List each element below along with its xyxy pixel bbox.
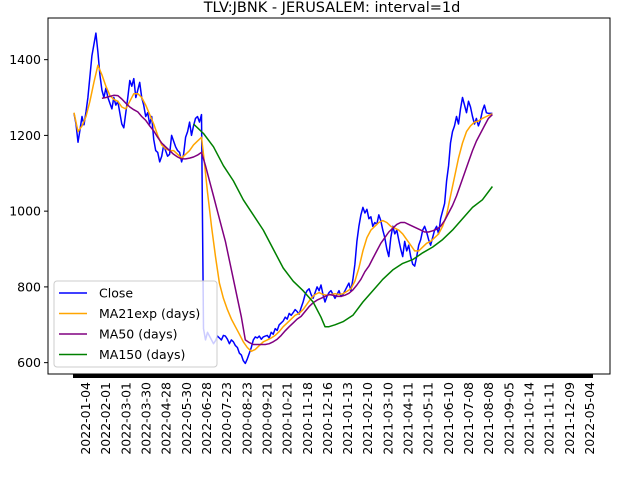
legend: Close MA21exp (days) MA50 (days) MA150 (day… <box>53 280 218 368</box>
x-tick-label-20: 2021-08-08 <box>481 382 496 455</box>
x-tick-label-5: 2022-05-30 <box>179 382 194 455</box>
x-tick-label-17: 2021-05-11 <box>421 382 436 455</box>
legend-box <box>53 280 218 368</box>
x-tick-label-6: 2022-06-28 <box>199 382 214 455</box>
x-tick-label-19: 2021-07-08 <box>461 382 476 455</box>
x-tick-label-7: 2020-07-23 <box>219 382 234 455</box>
y-tick-label-4: 1400 <box>9 52 41 67</box>
x-tick-label-16: 2021-04-11 <box>401 382 416 455</box>
plot-lines <box>73 32 493 365</box>
series-line-1 <box>73 64 493 353</box>
x-tick-label-14: 2021-02-10 <box>360 382 375 455</box>
x-tick-label-4: 2022-04-28 <box>159 382 174 455</box>
x-tick-label-23: 2021-11-11 <box>542 382 557 455</box>
series-line-0 <box>73 32 493 365</box>
legend-label-0: Close <box>99 286 133 301</box>
x-tick-label-3: 2022-03-30 <box>138 382 153 455</box>
legend-label-3: MA150 (days) <box>99 347 185 362</box>
x-tick-label-0: 2022-01-04 <box>78 382 93 455</box>
x-tick-label-25: 2022-05-04 <box>582 382 597 455</box>
x-tick-label-15: 2021-03-10 <box>380 382 395 455</box>
y-tick-label-2: 1000 <box>9 204 41 219</box>
x-tick-label-10: 2020-10-21 <box>280 382 295 455</box>
x-axis: 2022-01-04 2022-02-01 2022-03-01 2022-03-30… <box>73 374 597 455</box>
x-tick-label-8: 2020-08-23 <box>239 382 254 455</box>
x-tick-label-1: 2022-02-01 <box>98 382 113 455</box>
x-tick-label-24: 2021-12-09 <box>562 382 577 455</box>
x-tick-label-2: 2022-03-01 <box>118 382 133 455</box>
chart-title: TLV:JBNK - JERUSALEM: interval=1d <box>203 0 461 16</box>
x-tick-label-9: 2020-09-21 <box>259 382 274 455</box>
x-tick-label-21: 2021-09-05 <box>501 382 516 455</box>
x-tick-label-11: 2020-11-18 <box>300 382 315 455</box>
y-tick-label-1: 800 <box>17 279 41 294</box>
legend-label-2: MA50 (days) <box>99 327 177 342</box>
series-line-2 <box>101 94 493 346</box>
series-line-3 <box>192 123 493 328</box>
y-tick-label-3: 1200 <box>9 128 41 143</box>
y-axis: 600 800 1000 1200 1400 <box>9 52 48 370</box>
x-tick-label-18: 2021-06-10 <box>441 382 456 455</box>
legend-label-1: MA21exp (days) <box>99 306 200 321</box>
x-tick-label-13: 2021-01-13 <box>340 382 355 455</box>
x-tick-label-22: 2021-10-14 <box>522 382 537 455</box>
y-tick-label-0: 600 <box>17 355 41 370</box>
x-tick-label-12: 2020-12-16 <box>320 382 335 455</box>
x-tick-band <box>73 374 593 378</box>
